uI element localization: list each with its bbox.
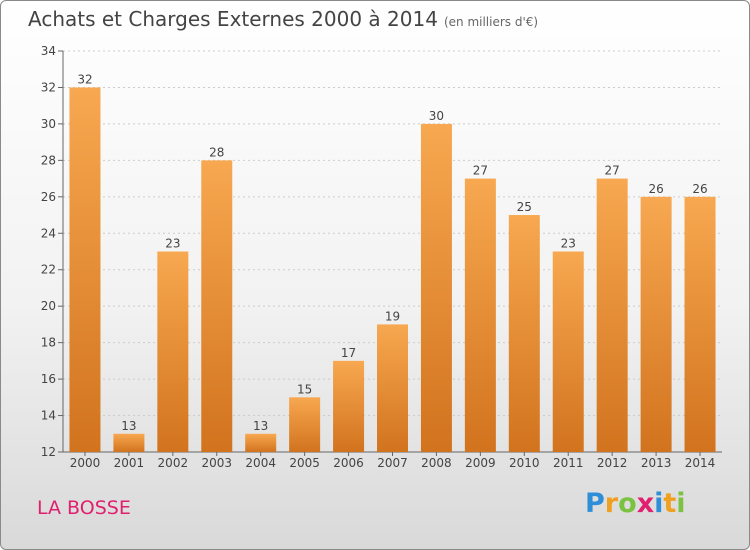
data-label-2002: 23 bbox=[165, 237, 180, 251]
x-tick-label: 2004 bbox=[245, 456, 276, 470]
bar-2000 bbox=[69, 87, 101, 453]
bar-2007 bbox=[377, 324, 408, 452]
bar-2010 bbox=[508, 215, 540, 452]
x-tick-label: 2002 bbox=[158, 456, 189, 470]
data-label-2007: 19 bbox=[385, 309, 400, 323]
logo-letter: i bbox=[654, 488, 664, 519]
x-tick-label: 2000 bbox=[70, 456, 101, 470]
data-label-2011: 23 bbox=[561, 237, 576, 251]
bars bbox=[69, 87, 716, 453]
data-label-2006: 17 bbox=[341, 346, 356, 360]
data-label-2003: 28 bbox=[209, 145, 224, 159]
proxiti-logo: Proxiti bbox=[585, 488, 686, 519]
x-tick-label: 2010 bbox=[509, 456, 540, 470]
data-label-2014: 26 bbox=[692, 182, 707, 196]
data-label-2005: 15 bbox=[297, 382, 312, 396]
y-tick-label: 20 bbox=[41, 299, 56, 313]
y-tick-label: 28 bbox=[41, 153, 56, 167]
data-label-2004: 13 bbox=[253, 419, 268, 433]
data-labels: 32 13 23 28 13 15 17 19 30 27 25 23 27 26 26 bbox=[77, 72, 707, 432]
y-tick-label: 14 bbox=[41, 409, 56, 423]
logo-letter: t bbox=[663, 488, 677, 519]
y-tick-label: 24 bbox=[41, 226, 56, 240]
bar-2011 bbox=[552, 251, 584, 452]
bar-2005 bbox=[289, 397, 321, 452]
y-tick-label: 34 bbox=[41, 44, 56, 58]
x-tick-label: 2011 bbox=[553, 456, 584, 470]
bar-2014 bbox=[684, 196, 716, 452]
y-tick-label: 16 bbox=[41, 372, 56, 386]
data-label-2008: 30 bbox=[429, 109, 444, 123]
bar-2001 bbox=[113, 433, 145, 452]
data-label-2012: 27 bbox=[605, 164, 620, 178]
x-tick-label: 2012 bbox=[597, 456, 628, 470]
logo-letter: r bbox=[604, 488, 619, 519]
title-text: Achats et Charges Externes 2000 à 2014 bbox=[28, 7, 438, 31]
logo-letter: x bbox=[636, 488, 655, 519]
data-label-2009: 27 bbox=[473, 164, 488, 178]
bar-2013 bbox=[640, 196, 672, 452]
x-tick-label: 2006 bbox=[333, 456, 364, 470]
data-label-2010: 25 bbox=[517, 200, 532, 214]
bar-2012 bbox=[596, 178, 628, 452]
location-label: LA BOSSE bbox=[37, 497, 131, 519]
data-label-2001: 13 bbox=[121, 419, 136, 433]
x-tick-label: 2008 bbox=[421, 456, 452, 470]
logo-letter: P bbox=[585, 488, 605, 519]
y-tick-label: 26 bbox=[41, 190, 56, 204]
x-tick-label: 2001 bbox=[114, 456, 145, 470]
bar-2004 bbox=[245, 433, 277, 452]
x-tick-label: 2005 bbox=[289, 456, 320, 470]
bar-2006 bbox=[333, 360, 365, 452]
chart-title: Achats et Charges Externes 2000 à 2014 (e… bbox=[28, 7, 538, 31]
chart-subtitle: (en milliers d'€) bbox=[443, 15, 539, 29]
y-tick-label: 32 bbox=[41, 80, 56, 94]
x-tick-label: 2003 bbox=[201, 456, 232, 470]
data-label-2013: 26 bbox=[648, 182, 663, 196]
x-tick-label: 2009 bbox=[465, 456, 496, 470]
logo-letter: i bbox=[676, 488, 686, 519]
y-tick-label: 22 bbox=[41, 263, 56, 277]
x-tick-label: 2014 bbox=[685, 456, 716, 470]
y-tick-label: 12 bbox=[41, 445, 56, 459]
y-tick-label: 30 bbox=[41, 117, 56, 131]
bar-2008 bbox=[420, 123, 452, 452]
bar-2002 bbox=[157, 251, 189, 452]
bar-2003 bbox=[201, 160, 233, 452]
bar-2009 bbox=[464, 178, 496, 452]
y-tick-label: 18 bbox=[41, 336, 56, 350]
x-tick-label: 2007 bbox=[377, 456, 408, 470]
data-label-2000: 32 bbox=[77, 72, 92, 86]
x-tick-label: 2013 bbox=[641, 456, 672, 470]
logo-letter: o bbox=[618, 488, 637, 519]
